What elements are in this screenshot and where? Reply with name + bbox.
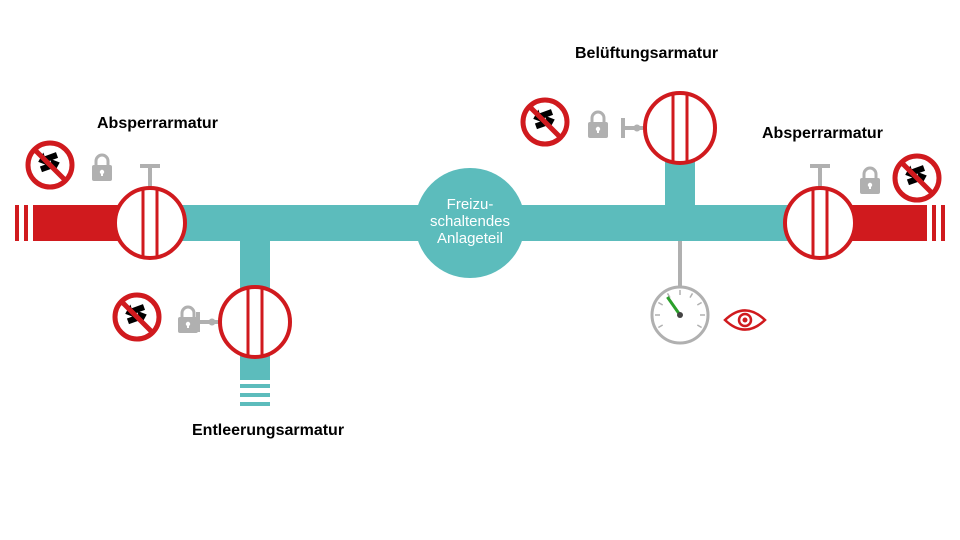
center-node-label: schaltendes [430, 213, 510, 230]
gauge-hub [677, 312, 683, 318]
prohibition-icon [115, 295, 159, 339]
valve-handle [623, 118, 645, 138]
lock-icon [860, 168, 880, 194]
lock-icon [178, 307, 198, 333]
pipe-end-stripe [15, 205, 19, 241]
label-left: Absperrarmatur [97, 115, 218, 132]
valve-left [115, 188, 185, 258]
prohibition-icon [523, 100, 567, 144]
eye-icon [725, 310, 765, 329]
valve-handle [140, 166, 160, 188]
center-node-label: Freizu- [447, 196, 494, 213]
lock-icon [92, 155, 112, 181]
valve-vent [645, 93, 715, 163]
pipe-end-stripe [240, 384, 270, 388]
prohibition-icon [28, 143, 72, 187]
valve-handle [810, 166, 830, 188]
pipe-end-stripe [24, 205, 28, 241]
center-node-label: Anlageteil [437, 230, 503, 247]
prohibition-icon [895, 156, 939, 200]
valve-drain [220, 287, 290, 357]
pipe-end-stripe [240, 402, 270, 406]
valve-right [785, 188, 855, 258]
valve-handle [198, 312, 220, 332]
pipe-end-stripe [923, 205, 927, 241]
pipe-end-stripe [33, 205, 37, 241]
label-vent: Belüftungsarmatur [575, 45, 718, 62]
label-right: Absperrarmatur [762, 125, 883, 142]
lock-icon [588, 112, 608, 138]
pipe-end-stripe [941, 205, 945, 241]
pipe-end-stripe [240, 393, 270, 397]
pipe-end-stripe [932, 205, 936, 241]
label-drain: Entleerungsarmatur [192, 422, 344, 439]
